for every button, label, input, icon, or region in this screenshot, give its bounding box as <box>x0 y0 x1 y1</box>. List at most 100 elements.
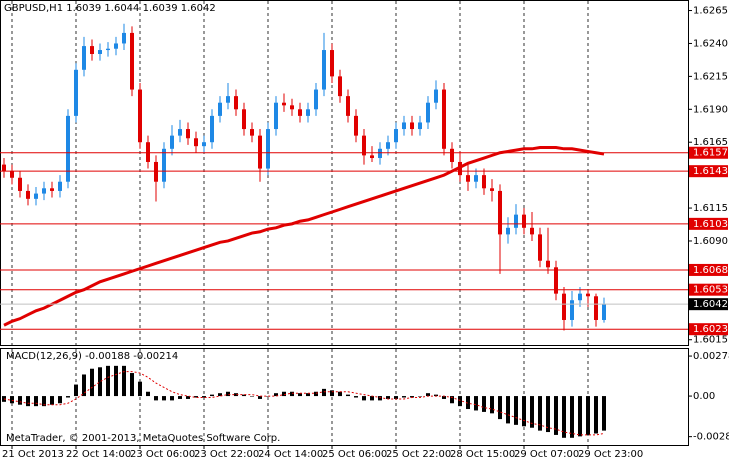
candle-body <box>578 293 582 301</box>
macd-bar <box>442 396 446 399</box>
macd-bar <box>482 396 486 412</box>
y-tick-label: 1.6265 <box>693 6 728 17</box>
x-tick-label: 25 Oct 06:00 <box>322 449 387 460</box>
macd-bar <box>370 396 374 401</box>
macd-bar <box>426 393 430 397</box>
y-tick-label: 1.6015 <box>693 335 728 346</box>
candle-body <box>346 96 350 116</box>
candle-body <box>570 300 574 320</box>
macd-bar <box>530 396 534 428</box>
macd-bar <box>98 367 102 397</box>
macd-bar <box>514 396 518 425</box>
macd-bar <box>546 396 550 433</box>
macd-bar <box>474 396 478 411</box>
candle-body <box>58 181 62 191</box>
candle-body <box>194 138 198 147</box>
candle-body <box>106 48 110 51</box>
macd-bar <box>306 393 310 397</box>
y-tick-label: 1.6190 <box>693 104 728 115</box>
macd-bar <box>34 396 38 407</box>
y-tick-label: 1.6165 <box>693 137 728 148</box>
macd-bar <box>290 391 294 397</box>
macd-bar <box>386 396 390 399</box>
x-tick-label: 23 Oct 22:00 <box>194 449 259 460</box>
last-price-box <box>689 298 728 311</box>
x-tick-label: 21 Oct 2013 <box>2 449 64 460</box>
candle-body <box>186 129 190 139</box>
macd-bar <box>242 394 246 397</box>
candle-body <box>554 267 558 294</box>
macd-bar <box>50 396 54 405</box>
copyright: MetaTrader, © 2001-2013, MetaQuotes Soft… <box>6 433 280 444</box>
macd-signal <box>3 371 605 436</box>
candle-body <box>290 105 294 110</box>
candle-body <box>378 148 382 159</box>
macd-bar <box>218 393 222 397</box>
candle-body <box>402 122 406 130</box>
candle-body <box>426 102 430 123</box>
macd-bar <box>498 396 502 420</box>
macd-bar <box>362 396 366 401</box>
candle-body <box>170 135 174 149</box>
last-price-label: 1.6042 <box>693 299 728 310</box>
candle-body <box>274 102 278 130</box>
level-label: 1.6053 <box>693 285 728 296</box>
candle-body <box>546 260 550 268</box>
candle-body <box>154 161 158 182</box>
candle-body <box>594 296 598 320</box>
candle-body <box>490 188 494 191</box>
macd-bar <box>106 365 110 397</box>
candle-body <box>370 155 374 159</box>
candle-body <box>450 148 454 162</box>
macd-bar <box>402 396 406 398</box>
level-box <box>689 263 728 276</box>
candle-body <box>474 175 478 182</box>
macd-bar <box>458 396 462 407</box>
candle-body <box>98 50 102 54</box>
candle-body <box>330 50 334 77</box>
candle-body <box>434 89 438 103</box>
candle-body <box>258 135 262 169</box>
candle-body <box>362 135 366 156</box>
macd-bar <box>506 396 510 424</box>
macd-bar <box>338 391 342 397</box>
x-tick-label: 23 Oct 06:00 <box>130 449 195 460</box>
macd-bar <box>418 396 422 397</box>
macd-bar <box>58 396 62 404</box>
candle-body <box>202 142 206 147</box>
macd-label: MACD(12,26,9) -0.00188 -0.00214 <box>6 351 178 362</box>
candle-body <box>34 193 38 199</box>
level-box <box>689 165 728 178</box>
macd-bar <box>490 396 494 414</box>
macd-bar <box>210 394 214 397</box>
y-tick-label: 0.00 <box>693 391 715 402</box>
macd-bar <box>562 396 566 438</box>
x-tick-label: 24 Oct 14:00 <box>258 449 323 460</box>
candle-body <box>466 175 470 182</box>
candle-body <box>234 96 238 110</box>
candle-body <box>322 50 326 90</box>
candle-body <box>354 115 358 136</box>
chart-header: GBPUSD,H1 1.6039 1.6044 1.6039 1.6042 <box>4 3 216 14</box>
candle-body <box>210 115 214 143</box>
macd-bar <box>194 396 198 398</box>
macd-bar <box>322 388 326 397</box>
macd-bar <box>258 396 262 399</box>
level-label: 1.6157 <box>693 148 728 159</box>
y-tick-label: 1.6215 <box>693 71 728 82</box>
level-label: 1.6143 <box>693 166 728 177</box>
candle-body <box>74 69 78 116</box>
macd-bar <box>178 396 182 399</box>
y-tick-label: -0.00282 <box>693 432 729 443</box>
macd-bar <box>450 396 454 404</box>
candle-body <box>498 190 502 235</box>
candle-body <box>506 227 510 235</box>
candle-body <box>338 76 342 97</box>
y-tick-label: 0.00278 <box>693 351 729 362</box>
x-tick-label: 22 Oct 14:00 <box>66 449 131 460</box>
candle-body <box>226 96 230 103</box>
level-box <box>689 146 728 159</box>
candle-body <box>314 89 318 110</box>
macd-bar <box>410 396 414 398</box>
macd-bar <box>466 396 470 410</box>
